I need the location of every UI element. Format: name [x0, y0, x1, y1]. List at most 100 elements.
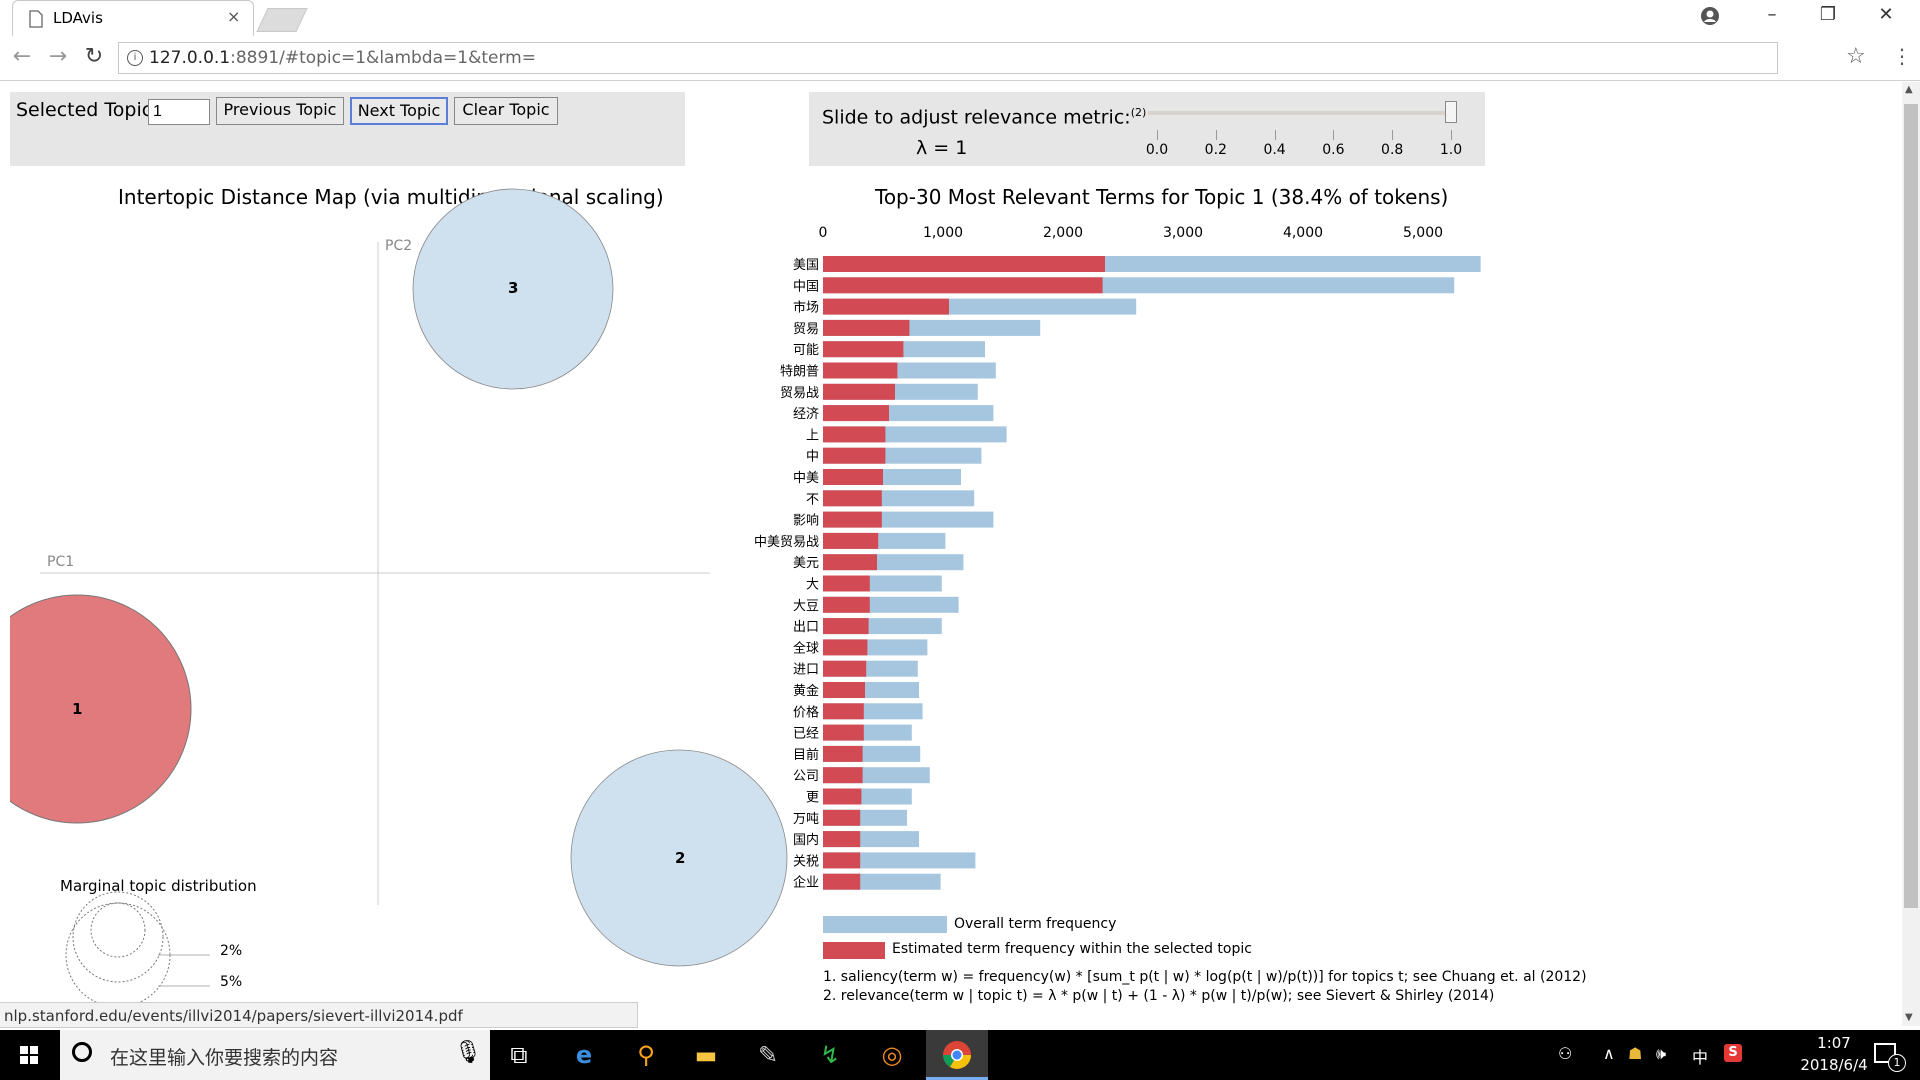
- overall-frequency-bar: [823, 852, 976, 869]
- term-label[interactable]: 经济: [793, 407, 819, 422]
- back-icon[interactable]: ←: [12, 44, 32, 69]
- pc1-label: PC1: [47, 554, 75, 570]
- term-label[interactable]: 国内: [793, 832, 819, 848]
- ime-indicator[interactable]: 中: [1692, 1048, 1709, 1067]
- task-view-icon[interactable]: ⧉: [510, 1041, 528, 1069]
- marginal-title: Marginal topic distribution: [60, 877, 257, 895]
- term-label[interactable]: 特朗普: [780, 365, 819, 380]
- relevance-panel: [809, 92, 1485, 166]
- app-icon[interactable]: ↯: [819, 1041, 841, 1069]
- topic-circle-1[interactable]: [10, 594, 192, 824]
- term-label[interactable]: 大: [806, 578, 819, 593]
- slider-track[interactable]: [1148, 111, 1452, 115]
- x-tick-label: 4,000: [1283, 225, 1323, 241]
- term-label[interactable]: 已经: [793, 727, 819, 742]
- topic-circle-3[interactable]: [412, 188, 614, 390]
- selected-topic-label: Selected Topic:: [16, 99, 159, 121]
- people-icon[interactable]: ⚇: [1558, 1044, 1573, 1063]
- bookmark-star-icon[interactable]: ☆: [1846, 44, 1866, 69]
- tab-close-icon[interactable]: ×: [227, 7, 241, 26]
- term-label[interactable]: 中: [806, 450, 819, 465]
- paint-icon[interactable]: ✎: [757, 1041, 779, 1069]
- term-label[interactable]: 贸易战: [780, 386, 819, 401]
- marginal-label-2pct: 2%: [220, 943, 243, 959]
- term-label[interactable]: 关税: [793, 854, 819, 869]
- scroll-up-icon[interactable]: ▲: [1905, 84, 1913, 95]
- term-label[interactable]: 中美贸易战: [754, 535, 819, 550]
- notification-icon[interactable]: [1874, 1043, 1896, 1063]
- slider-tick-mark: [1333, 130, 1335, 140]
- windows-start-icon[interactable]: [0, 1030, 60, 1080]
- topic-frequency-bar: [823, 298, 949, 315]
- account-icon[interactable]: [1700, 6, 1720, 26]
- term-label[interactable]: 进口: [793, 663, 819, 678]
- reload-icon[interactable]: ↻: [84, 44, 104, 69]
- topic-frequency-bar: [823, 639, 868, 656]
- term-label[interactable]: 影响: [793, 513, 819, 529]
- cortana-icon: [72, 1042, 92, 1062]
- browser-menu-icon[interactable]: ⋮: [1892, 44, 1912, 68]
- term-label[interactable]: 万吨: [793, 812, 819, 827]
- tab-ldavis[interactable]: LDAvis ×: [12, 0, 254, 36]
- term-label[interactable]: 美国: [793, 258, 819, 273]
- term-label[interactable]: 美元: [793, 556, 819, 571]
- term-label[interactable]: 企业: [793, 875, 819, 891]
- minimize-icon[interactable]: –: [1767, 4, 1777, 25]
- clock-time[interactable]: 1:07: [1817, 1034, 1851, 1052]
- slider-tick-mark: [1215, 130, 1217, 140]
- term-label[interactable]: 大豆: [793, 599, 819, 614]
- term-label[interactable]: 中美: [793, 471, 819, 486]
- term-label[interactable]: 可能: [793, 343, 819, 358]
- search-app-icon[interactable]: ⚲: [637, 1041, 655, 1069]
- page-icon: [29, 10, 43, 28]
- legend-topic-swatch: [823, 942, 885, 959]
- term-label[interactable]: 价格: [793, 704, 819, 720]
- restore-icon[interactable]: ❐: [1819, 4, 1837, 25]
- slider-thumb[interactable]: [1445, 101, 1457, 123]
- microphone-icon[interactable]: 🎙: [454, 1040, 482, 1065]
- forward-icon[interactable]: →: [48, 44, 68, 69]
- slider-tick-mark: [1274, 130, 1276, 140]
- show-hidden-icon[interactable]: ∧: [1603, 1044, 1615, 1063]
- clear-topic-button[interactable]: Clear Topic: [454, 97, 558, 125]
- close-icon[interactable]: ✕: [1878, 4, 1894, 25]
- scroll-down-icon[interactable]: ▼: [1905, 1012, 1913, 1023]
- term-label[interactable]: 出口: [793, 620, 819, 635]
- topic-frequency-bar: [823, 873, 861, 890]
- info-icon[interactable]: i: [127, 50, 143, 66]
- term-label[interactable]: 目前: [793, 747, 819, 763]
- slider-tick-mark: [1392, 130, 1394, 140]
- topic-circle-2[interactable]: [570, 749, 788, 967]
- term-label[interactable]: 公司: [793, 769, 819, 784]
- address-bar[interactable]: i 127.0.0.1:8891/#topic=1&lambda=1&term=: [118, 42, 1778, 74]
- term-label[interactable]: 更: [806, 791, 819, 806]
- taskbar-search-box[interactable]: 在这里输入你要搜索的内容 🎙: [60, 1030, 490, 1080]
- topic-frequency-bar: [823, 831, 861, 848]
- x-tick-label: 2,000: [1043, 225, 1083, 241]
- tray-app-icon[interactable]: ☗: [1628, 1044, 1643, 1063]
- jupyter-icon[interactable]: ◎: [881, 1041, 903, 1069]
- sogou-icon[interactable]: S: [1724, 1044, 1742, 1062]
- selected-topic-input[interactable]: [148, 99, 210, 125]
- scrollbar-thumb[interactable]: [1904, 104, 1918, 908]
- file-explorer-icon[interactable]: ▬: [694, 1041, 718, 1069]
- term-label[interactable]: 市场: [793, 300, 819, 316]
- term-label[interactable]: 贸易: [793, 322, 819, 337]
- marginal-legend-circles: [65, 891, 210, 1005]
- volume-icon[interactable]: 🕪: [1656, 1044, 1667, 1063]
- term-label[interactable]: 全球: [793, 640, 819, 656]
- chrome-taskbar-button[interactable]: [926, 1030, 988, 1080]
- term-label[interactable]: 上: [806, 428, 819, 443]
- edge-icon[interactable]: e: [575, 1041, 593, 1069]
- term-label[interactable]: 中国: [793, 279, 819, 294]
- previous-topic-button[interactable]: Previous Topic: [216, 97, 344, 125]
- clock-date[interactable]: 2018/6/4: [1800, 1056, 1868, 1074]
- term-label[interactable]: 不: [806, 492, 819, 507]
- next-topic-button[interactable]: Next Topic: [350, 97, 448, 125]
- notification-count: 1: [1888, 1054, 1906, 1072]
- new-tab-button[interactable]: [256, 8, 308, 32]
- term-label[interactable]: 黄金: [793, 683, 819, 699]
- legend-overall-swatch: [823, 916, 947, 933]
- topic-frequency-bar: [823, 703, 864, 720]
- topic-label-1: 1: [72, 700, 83, 718]
